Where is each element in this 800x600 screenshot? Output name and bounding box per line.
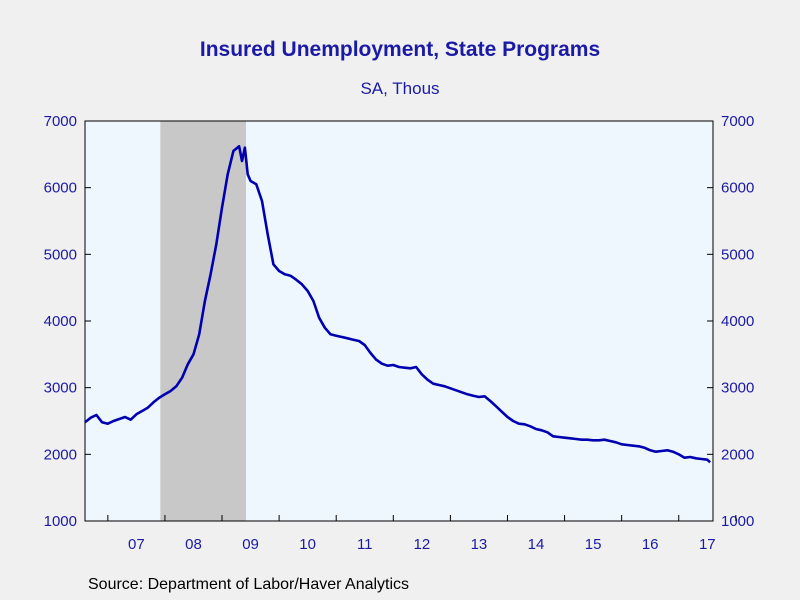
ytick-label-left: 4000 — [44, 313, 77, 330]
ytick-label-right: 2000 — [721, 446, 754, 463]
ytick-label-right: 3000 — [721, 380, 754, 397]
series-line — [84, 145, 711, 464]
xtick-label: 11 — [357, 536, 373, 553]
xtick-label: 07 — [128, 536, 145, 553]
ytick-label-right: 4000 — [721, 313, 754, 330]
ytick-label-left: 1000 — [44, 513, 77, 530]
ytick-label-left: 6000 — [44, 180, 77, 197]
xtick-label: 14 — [528, 536, 545, 553]
xtick-label: 10 — [299, 536, 316, 553]
source-note: Source: Department of Labor/Haver Analyt… — [88, 576, 410, 593]
chart-subtitle: SA, Thous — [360, 79, 440, 98]
ytick-label-left: 7000 — [44, 113, 77, 130]
ytick-label-right: 5000 — [721, 246, 754, 263]
xtick-label: 13 — [471, 536, 488, 553]
xtick-label: 08 — [185, 536, 202, 553]
ytick-label-left: 2000 — [44, 446, 77, 463]
ytick-label-right: 1000 — [721, 513, 754, 530]
ytick-label-left: 3000 — [44, 380, 77, 397]
xtick-label: 17 — [699, 536, 716, 553]
xtick-label: 09 — [242, 536, 259, 553]
xtick-label: 16 — [642, 536, 659, 553]
ytick-label-right: 7000 — [721, 113, 754, 130]
xtick-label: 15 — [585, 536, 602, 553]
chart-title: Insured Unemployment, State Programs — [199, 38, 601, 61]
ytick-label-left: 5000 — [44, 246, 77, 263]
xtick-label: 12 — [413, 536, 430, 553]
ytick-label-right: 6000 — [721, 180, 754, 197]
recession-band — [160, 121, 246, 521]
